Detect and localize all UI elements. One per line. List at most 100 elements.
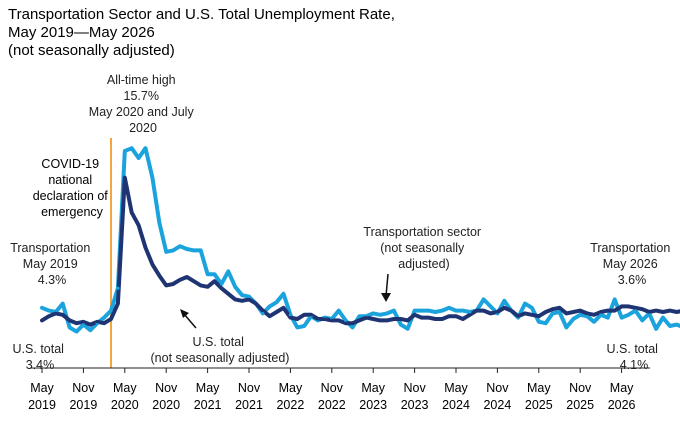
us-total-data-point <box>654 309 658 313</box>
us-total-data-point <box>544 310 548 314</box>
us-total-data-point <box>261 309 265 313</box>
us-total-data-point <box>350 321 355 325</box>
transportation-data-point <box>281 292 286 296</box>
us-total-data-point <box>288 316 292 320</box>
us-total-data-point <box>433 317 437 321</box>
us-total-data-point <box>61 313 65 317</box>
us-total-data-point <box>150 262 154 266</box>
us-total-data-point <box>613 309 617 313</box>
us-total-data-point <box>620 304 624 308</box>
transportation-data-point <box>585 314 589 318</box>
us-total-data-point <box>571 310 575 314</box>
transportation-data-point <box>206 272 210 276</box>
transportation-data-point <box>626 313 631 317</box>
us-total-data-point <box>40 318 44 322</box>
us-total-data-point <box>302 313 306 317</box>
chart-title: Transportation Sector and U.S. Total Une… <box>8 6 395 60</box>
us-series-arrow <box>183 313 197 329</box>
transportation-data-point <box>47 309 51 313</box>
us-total-data-point <box>502 306 506 310</box>
us-total-data-point <box>123 176 127 180</box>
transportation-data-point <box>268 304 272 308</box>
x-tick-label: May 2023 <box>359 381 387 412</box>
transportation-data-point <box>675 323 679 327</box>
transportation-start-annotation: Transportation May 2019 4.3% <box>10 241 94 287</box>
us-total-data-point <box>74 321 79 325</box>
transportation-data-point <box>199 248 203 252</box>
us-total-data-point <box>95 320 99 324</box>
us-total-data-point <box>192 279 196 283</box>
us-total-data-point <box>378 318 382 322</box>
x-axis-ticks: May 2019 Nov 2019 May 2020 Nov 2020 May 2021 Nov 20… <box>28 368 636 412</box>
chart-title-line-3: (not seasonally adjusted) <box>8 42 175 59</box>
transportation-data-point <box>454 309 458 313</box>
transportation-data-point <box>68 325 72 329</box>
covid-annotation-line-1: COVID-19 <box>41 157 99 171</box>
us-start-line-2: 3.4% <box>26 358 55 372</box>
us-series-line-1: U.S. total <box>193 335 244 349</box>
us-total-data-point <box>557 306 562 310</box>
us-end-line-1: U.S. total <box>607 342 658 356</box>
us-total-data-point <box>233 297 237 301</box>
us-total-data-point <box>392 317 396 321</box>
us-total-data-point <box>461 317 465 321</box>
x-tick-label: May 2022 <box>276 381 304 412</box>
x-tick-label: May 2026 <box>608 381 636 412</box>
us-total-data-point <box>440 317 444 321</box>
us-total-data-point <box>164 283 168 287</box>
transportation-data-point <box>378 313 382 317</box>
transportation-data-point <box>157 220 161 224</box>
us-total-data-point <box>178 278 182 282</box>
x-tick-label: Nov 2025 <box>566 381 594 412</box>
transportation-data-point <box>406 327 410 331</box>
us-total-data-point <box>171 282 175 286</box>
transportation-series-line <box>40 146 680 334</box>
transportation-data-point <box>592 320 596 324</box>
us-total-data-point <box>585 311 589 315</box>
us-total-data-point <box>47 314 51 318</box>
transportation-data-point <box>661 316 665 320</box>
us-total-data-point <box>316 317 320 321</box>
us-total-data-point <box>68 318 72 322</box>
us-total-data-point <box>81 320 85 324</box>
us-total-data-point <box>109 317 113 321</box>
transportation-data-point <box>392 309 396 313</box>
us-total-data-point <box>199 283 203 287</box>
chart-title-line-2: May 2019—May 2026 <box>8 24 155 41</box>
us-total-data-point <box>226 292 230 296</box>
us-total-data-point <box>633 306 638 310</box>
transportation-data-point <box>413 309 417 313</box>
transportation-data-point <box>578 313 582 317</box>
x-tick-label: May 2021 <box>194 381 222 412</box>
x-tick-label: May 2020 <box>111 381 139 412</box>
transportation-data-point <box>371 311 375 315</box>
transportation-data-point <box>143 146 148 150</box>
us-total-data-point <box>54 311 58 315</box>
us-start-annotation: U.S. total 3.4% <box>13 342 68 372</box>
peak-annotation: All-time high 15.7% May 2020 and July 20… <box>89 73 197 135</box>
transportation-data-point <box>523 302 527 306</box>
transportation-data-point <box>123 149 127 153</box>
x-tick-label: Nov 2020 <box>152 381 180 412</box>
us-total-data-point <box>406 318 410 322</box>
transportation-data-point <box>247 295 251 299</box>
transportation-data-point <box>226 269 230 273</box>
us-total-data-point <box>344 321 348 325</box>
transportation-data-point <box>633 309 638 313</box>
us-start-line-1: U.S. total <box>13 342 64 356</box>
us-total-data-point <box>413 313 417 317</box>
x-tick-label: May 2024 <box>442 381 470 412</box>
transportation-end-line-2: May 2026 <box>603 257 658 271</box>
transportation-data-point <box>564 325 569 329</box>
transportation-series-annotation: Transportation sector (not seasonally ad… <box>363 225 484 271</box>
transportation-data-point <box>482 297 486 301</box>
transportation-data-point <box>109 309 113 313</box>
transportation-start-line-1: Transportation <box>10 241 90 255</box>
covid-annotation-line-3: declaration of <box>33 189 109 203</box>
transportation-data-point <box>537 320 541 324</box>
us-total-data-point <box>509 309 513 313</box>
us-series-annotation: U.S. total (not seasonally adjusted) <box>151 335 290 365</box>
us-total-data-point <box>530 313 534 317</box>
us-total-data-point <box>551 307 555 311</box>
